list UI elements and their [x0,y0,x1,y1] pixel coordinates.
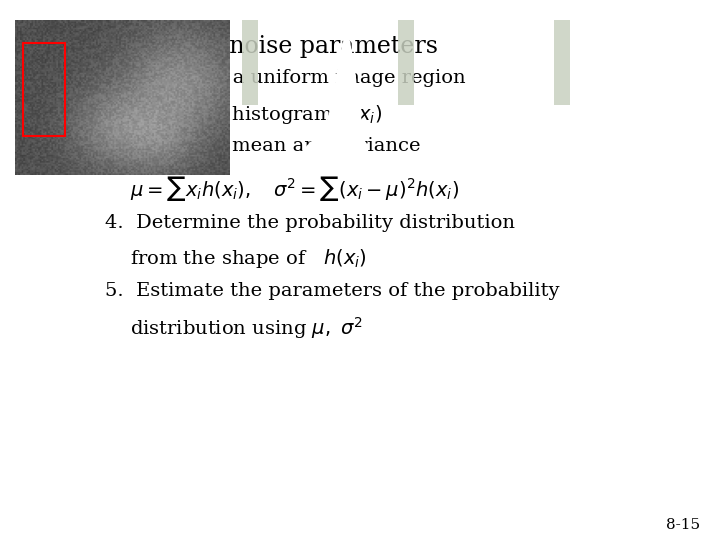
Text: 2.  Compute histogram $h(x_i)$: 2. Compute histogram $h(x_i)$ [105,103,382,126]
Text: 4.  Determine the probability distribution: 4. Determine the probability distributio… [105,213,515,232]
Bar [23,43,65,136]
Bar [554,20,570,105]
Text: distribution using $\mu,\ \sigma^2$: distribution using $\mu,\ \sigma^2$ [130,315,363,341]
Bar [397,20,415,105]
Text: Steps: 1.  Choose a uniform image region: Steps: 1. Choose a uniform image region [55,69,466,87]
Text: 3.  Compute mean and variance: 3. Compute mean and variance [105,137,420,155]
Text: 8-15: 8-15 [666,518,700,532]
Text: $\mu = \sum x_i h(x_i),\quad \sigma^2 = \sum (x_i - \mu)^2 h(x_i)$: $\mu = \sum x_i h(x_i),\quad \sigma^2 = … [130,174,459,204]
Bar [242,20,258,105]
Text: ◎: ◎ [35,35,57,59]
Text: 5.  Estimate the parameters of the probability: 5. Estimate the parameters of the probab… [105,281,559,300]
Text: Estimation of noise parameters: Estimation of noise parameters [62,35,438,58]
Text: from the shape of   $h(x_i)$: from the shape of $h(x_i)$ [130,247,367,271]
